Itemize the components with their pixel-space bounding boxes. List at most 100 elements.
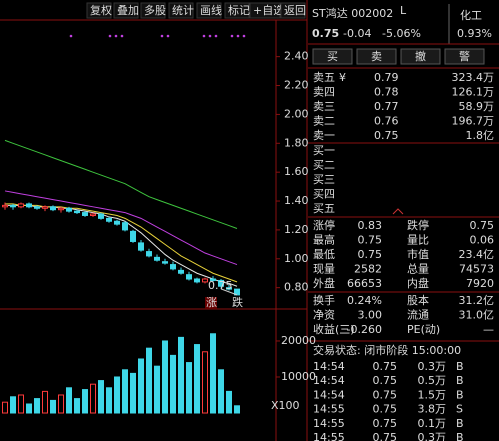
volume-bar — [74, 398, 80, 414]
toolbar-button[interactable] — [249, 2, 281, 19]
toolbar-button[interactable] — [224, 2, 250, 19]
trade-volume: 0.1万 — [418, 417, 447, 430]
bid-label: 买一 — [313, 144, 335, 157]
ask-price: 0.77 — [374, 100, 399, 113]
volume-bar — [146, 347, 152, 414]
ask-label: 卖五 — [313, 71, 335, 84]
y-tick-label: 2.40 — [284, 50, 309, 63]
toolbar-button[interactable] — [140, 2, 166, 19]
candle-body — [130, 230, 136, 242]
y-tick-label: 10000 — [281, 370, 316, 383]
stat-value: 31.0亿 — [459, 309, 495, 322]
toolbar-button[interactable] — [168, 2, 194, 19]
candle-body — [98, 213, 104, 219]
action-button-label: 撤 — [415, 49, 426, 63]
industry-button: 化工 — [460, 8, 482, 22]
stat-value: 0.83 — [358, 219, 383, 232]
y-tick-label: 20000 — [281, 334, 316, 347]
toolbar-button[interactable] — [280, 2, 306, 19]
action-button[interactable] — [444, 48, 485, 65]
candle-body — [202, 278, 208, 283]
candle-body — [90, 213, 96, 216]
candle-body — [194, 278, 200, 283]
candle-body — [226, 287, 232, 290]
candle-body — [18, 203, 24, 208]
action-button-label: 买 — [327, 50, 338, 63]
stat-value: 31.2亿 — [459, 294, 495, 307]
trade-volume: 0.5万 — [418, 374, 447, 387]
candle-body — [10, 204, 16, 208]
ask-label: 卖三 — [313, 100, 335, 113]
trade-price: 0.75 — [373, 403, 398, 416]
ask-volume: 323.4万 — [452, 71, 495, 84]
stat-value: 3.00 — [358, 309, 383, 322]
trade-volume: 3.8万 — [418, 403, 447, 416]
action-button-label: 警 — [459, 49, 470, 63]
candle-body — [82, 212, 88, 216]
toolbar-button[interactable] — [113, 2, 139, 19]
candle-body — [210, 278, 216, 281]
bid-label: 买二 — [313, 159, 335, 172]
stat-value: 0.75 — [470, 219, 495, 232]
ask-price: 0.78 — [374, 86, 399, 99]
volume-bar — [26, 403, 32, 414]
stat-label: 净资 — [313, 308, 335, 322]
action-button[interactable] — [400, 48, 441, 65]
stat-label: 现量 — [313, 263, 335, 276]
stat-value: 2582 — [354, 263, 382, 276]
candle-body — [50, 206, 56, 211]
toolbar-label: 叠加 — [117, 4, 139, 17]
trade-time: 14:55 — [313, 403, 345, 416]
volume-bar — [90, 383, 96, 414]
toolbar-button[interactable] — [196, 2, 222, 19]
candle-body — [26, 203, 32, 208]
candle-body — [74, 210, 80, 214]
stat-value: 0.06 — [470, 234, 495, 247]
candle-body — [218, 279, 224, 287]
toolbar-label: +自选 — [253, 4, 284, 17]
signal-dots — [69, 34, 246, 38]
stat-label: 市值 — [407, 247, 429, 261]
toolbar-button[interactable] — [86, 2, 112, 19]
candle-body — [162, 261, 168, 264]
ask-price: 0.76 — [374, 115, 399, 128]
stock-flag: L — [400, 4, 407, 17]
stat-label: 外盘 — [313, 276, 335, 290]
y-tick-label: 2.00 — [284, 107, 309, 120]
candle-body — [186, 274, 192, 280]
volume-bar — [58, 394, 64, 414]
ask-label: 卖一 — [313, 129, 335, 142]
stat-label: 流通 — [407, 308, 429, 322]
volume-bar — [10, 396, 16, 414]
bid-label: 买五 — [313, 202, 335, 215]
trade-time: 14:55 — [313, 417, 345, 430]
action-button[interactable] — [356, 48, 397, 65]
candle-body — [146, 251, 152, 257]
action-button-label: 卖 — [371, 50, 382, 63]
volume-bar — [50, 399, 56, 414]
candle-body — [114, 220, 120, 225]
volume-bar — [162, 340, 168, 414]
collapse-arrow[interactable] — [392, 208, 404, 215]
ask-label: 卖四 — [313, 86, 335, 99]
stat-value: 7920 — [466, 277, 494, 290]
candle-body — [170, 264, 176, 270]
stat-value: 0.75 — [358, 248, 383, 261]
side-percent: 0.93% — [457, 27, 492, 40]
volume-bar — [234, 405, 240, 414]
volume-bar — [42, 390, 48, 414]
ask-price: 0.79 — [374, 71, 399, 84]
stat-label: PE(动) — [407, 323, 440, 336]
candle-body — [66, 207, 72, 212]
toolbar-label: 多股 — [144, 3, 166, 17]
volume-bar — [170, 354, 176, 414]
candle-body — [106, 217, 112, 222]
price: 0.75 — [312, 27, 339, 40]
limit-down-label: 跌 — [232, 295, 243, 309]
volume-bar — [210, 333, 216, 414]
stat-label: 跌停 — [407, 218, 429, 232]
toolbar-label: 复权 — [90, 3, 112, 17]
action-button[interactable] — [312, 48, 353, 65]
